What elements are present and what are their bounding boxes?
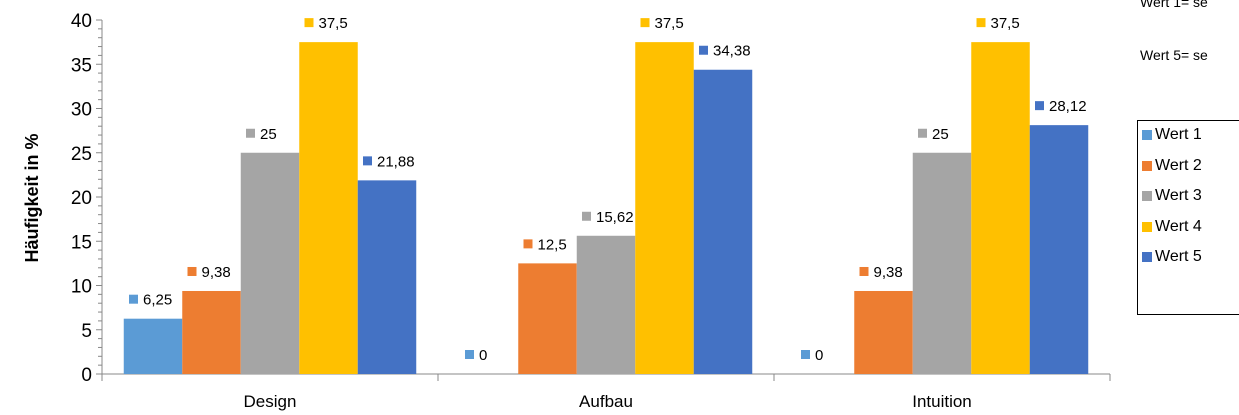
bar-wert-2 (854, 290, 913, 374)
data-label: 0 (479, 347, 487, 364)
data-label: 15,62 (596, 209, 634, 226)
data-label-key (582, 211, 591, 221)
data-label: 25 (260, 126, 277, 143)
data-label: 9,38 (874, 264, 903, 281)
chart-bars (123, 42, 1089, 374)
bar-wert-2 (182, 290, 241, 374)
bar-wert-5 (693, 69, 753, 374)
bar-wert-4 (971, 42, 1030, 374)
data-label: 25 (932, 126, 949, 143)
bar-wert-5 (1029, 125, 1089, 374)
data-label: 37,5 (991, 15, 1020, 32)
bar-wert-3 (240, 152, 300, 374)
data-label-key (523, 239, 533, 249)
y-tick-label: 40 (71, 11, 92, 32)
data-label: 28,12 (1049, 98, 1087, 115)
bar-wert-4 (299, 42, 358, 374)
legend-label: Wert 4 (1155, 217, 1202, 235)
bar-wert-3 (576, 235, 636, 374)
legend-item-wert-1: Wert 1 (1142, 124, 1202, 146)
data-label-key (1035, 101, 1044, 111)
data-label: 6,25 (143, 292, 172, 309)
data-label-key (640, 18, 650, 28)
chart-data-labels: 6,25 9,38 25 37,5 21,88 0 12,5 15,62 37,5 34,38 0 9… (129, 15, 1087, 364)
y-tick-label: 0 (81, 365, 92, 386)
chart-legend: Wert 1 Wert 2 Wert 3 Wert 4 Wert 5 (1137, 120, 1239, 315)
legend-swatch (1142, 130, 1152, 140)
data-label: 37,5 (319, 15, 348, 32)
y-tick-label: 10 (71, 277, 92, 298)
y-axis-label: Häufigkeit in % (22, 133, 42, 262)
bar-wert-4 (635, 42, 694, 374)
bar-wert-5 (357, 180, 417, 374)
y-tick-label: 20 (71, 188, 92, 209)
x-category-label: Intuition (912, 392, 972, 411)
data-label-key (801, 350, 810, 359)
data-label: 34,38 (713, 43, 751, 60)
bar-wert-3 (912, 152, 972, 374)
legend-item-wert-5: Wert 5 (1142, 246, 1202, 268)
data-label-key (187, 266, 197, 276)
y-tick-label: 25 (71, 144, 92, 165)
x-category-label: Design (244, 392, 297, 411)
data-label-key (918, 128, 927, 138)
legend-swatch (1142, 221, 1152, 232)
data-label-key (859, 266, 869, 276)
data-label: 21,88 (377, 153, 415, 170)
legend-label: Wert 1 (1155, 126, 1202, 143)
data-label: 9,38 (202, 264, 231, 281)
data-label: 0 (815, 347, 823, 364)
note-wert-1: Wert 1= se (1140, 0, 1208, 10)
legend-item-wert-3: Wert 3 (1142, 185, 1202, 207)
y-tick-label: 30 (71, 100, 92, 121)
data-label-key (304, 18, 314, 28)
data-label-key (465, 350, 474, 359)
data-label: 12,5 (538, 236, 567, 253)
x-category-label: Aufbau (579, 392, 633, 411)
data-label: 37,5 (655, 15, 684, 32)
data-label-key (699, 45, 708, 55)
legend-item-wert-4: Wert 4 (1142, 216, 1202, 238)
legend-swatch (1142, 191, 1152, 201)
data-label-key (976, 18, 986, 28)
data-label-key (129, 294, 138, 304)
legend-item-wert-2: Wert 2 (1142, 155, 1202, 177)
y-tick-label: 5 (81, 321, 92, 342)
y-tick-label: 35 (71, 55, 92, 76)
data-label-key (246, 128, 255, 138)
note-wert-5: Wert 5= se (1140, 47, 1208, 63)
legend-label: Wert 2 (1155, 156, 1202, 174)
legend-swatch (1142, 160, 1152, 171)
y-tick-label: 15 (71, 232, 92, 253)
legend-label: Wert 5 (1155, 248, 1202, 265)
bar-wert-1 (123, 318, 183, 374)
data-label-key (363, 156, 372, 166)
legend-label: Wert 3 (1155, 187, 1202, 204)
bar-wert-2 (518, 263, 577, 374)
legend-swatch (1142, 252, 1152, 262)
